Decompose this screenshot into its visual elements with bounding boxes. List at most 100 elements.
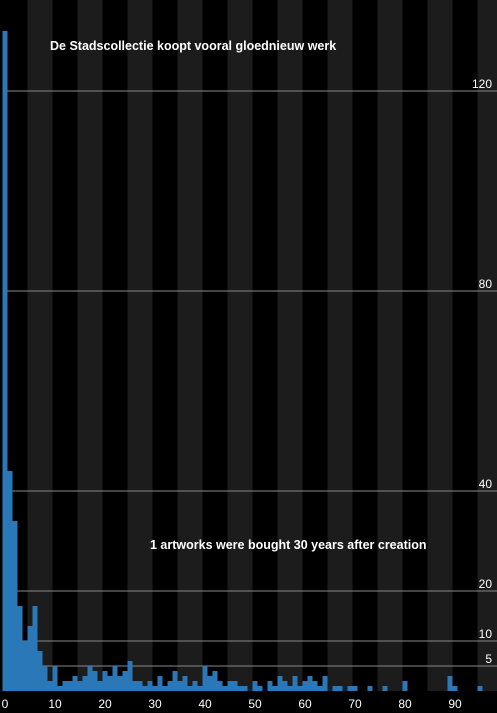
x-tick-label: 0 — [2, 697, 9, 711]
bar — [147, 681, 153, 691]
bar — [117, 676, 123, 691]
bar — [242, 686, 248, 691]
bar — [157, 676, 163, 691]
bar — [77, 681, 83, 691]
bar — [162, 686, 168, 691]
bar — [22, 641, 28, 691]
x-tick-label: 20 — [98, 697, 112, 711]
bar — [282, 681, 288, 691]
y-tick-label: 80 — [479, 277, 493, 291]
bar — [382, 686, 388, 691]
bar — [132, 681, 138, 691]
bar — [17, 606, 23, 691]
bar — [152, 686, 158, 691]
bar — [82, 676, 88, 691]
bar — [237, 686, 243, 691]
bar — [227, 681, 233, 691]
bar — [477, 686, 483, 691]
bar — [217, 681, 223, 691]
x-tick-label: 30 — [148, 697, 162, 711]
bar — [257, 686, 263, 691]
y-tick-label: 40 — [479, 477, 493, 491]
x-tick-label: 50 — [248, 697, 262, 711]
bar — [167, 681, 173, 691]
bar — [42, 666, 48, 691]
bar — [317, 686, 323, 691]
y-tick-label: 20 — [479, 577, 493, 591]
x-tick-label: 60 — [298, 697, 312, 711]
bar — [87, 666, 93, 691]
bar — [452, 686, 458, 691]
bar — [47, 681, 53, 691]
y-tick-label: 10 — [479, 627, 493, 641]
bar — [202, 666, 208, 691]
bar — [332, 686, 338, 691]
bar — [292, 676, 298, 691]
bar — [97, 681, 103, 691]
bar — [112, 666, 118, 691]
bar — [322, 676, 328, 691]
bar — [287, 686, 293, 691]
bar — [52, 666, 58, 691]
bar — [192, 681, 198, 691]
bar — [352, 686, 358, 691]
bar — [312, 681, 318, 691]
y-tick-label: 5 — [485, 652, 492, 666]
bar — [2, 31, 8, 691]
bar — [72, 676, 78, 691]
x-tick-label: 90 — [448, 697, 462, 711]
stripe — [27, 0, 53, 691]
x-tick-label: 10 — [48, 697, 62, 711]
bar — [212, 671, 218, 691]
bar — [187, 686, 193, 691]
stripe — [477, 0, 497, 691]
bar — [197, 686, 203, 691]
bar — [102, 671, 108, 691]
stripe — [427, 0, 453, 691]
stripe — [77, 0, 103, 691]
bar — [12, 521, 18, 691]
stripe — [227, 0, 253, 691]
bar — [207, 676, 213, 691]
chart-title: De Stadscollectie koopt vooral gloednieu… — [50, 39, 336, 53]
bar — [122, 671, 128, 691]
annotation: 1 artworks were bought 30 years after cr… — [150, 538, 427, 552]
bar — [267, 681, 273, 691]
bar — [62, 681, 68, 691]
bar — [57, 686, 63, 691]
bar — [137, 681, 143, 691]
bar — [297, 686, 303, 691]
bar — [92, 671, 98, 691]
x-tick-label: 80 — [398, 697, 412, 711]
bar — [27, 626, 33, 691]
x-tick-label: 70 — [348, 697, 362, 711]
bar — [172, 671, 178, 691]
stripe — [277, 0, 303, 691]
stripe — [377, 0, 403, 691]
bar — [67, 681, 73, 691]
bar — [142, 686, 148, 691]
bar — [447, 676, 453, 691]
y-tick-label: 120 — [472, 77, 492, 91]
stripe — [177, 0, 203, 691]
bar — [37, 651, 43, 691]
x-tick-label: 40 — [198, 697, 212, 711]
bar — [337, 686, 343, 691]
bar — [302, 681, 308, 691]
bar — [107, 676, 113, 691]
bar — [307, 676, 313, 691]
bar — [32, 606, 38, 691]
bar — [222, 686, 228, 691]
bar — [347, 686, 353, 691]
bar — [402, 681, 408, 691]
bar — [7, 471, 13, 691]
bar — [277, 676, 283, 691]
bar — [272, 686, 278, 691]
bar — [182, 676, 188, 691]
bar — [252, 681, 258, 691]
bar — [367, 686, 373, 691]
stripe — [327, 0, 353, 691]
bar — [177, 681, 183, 691]
